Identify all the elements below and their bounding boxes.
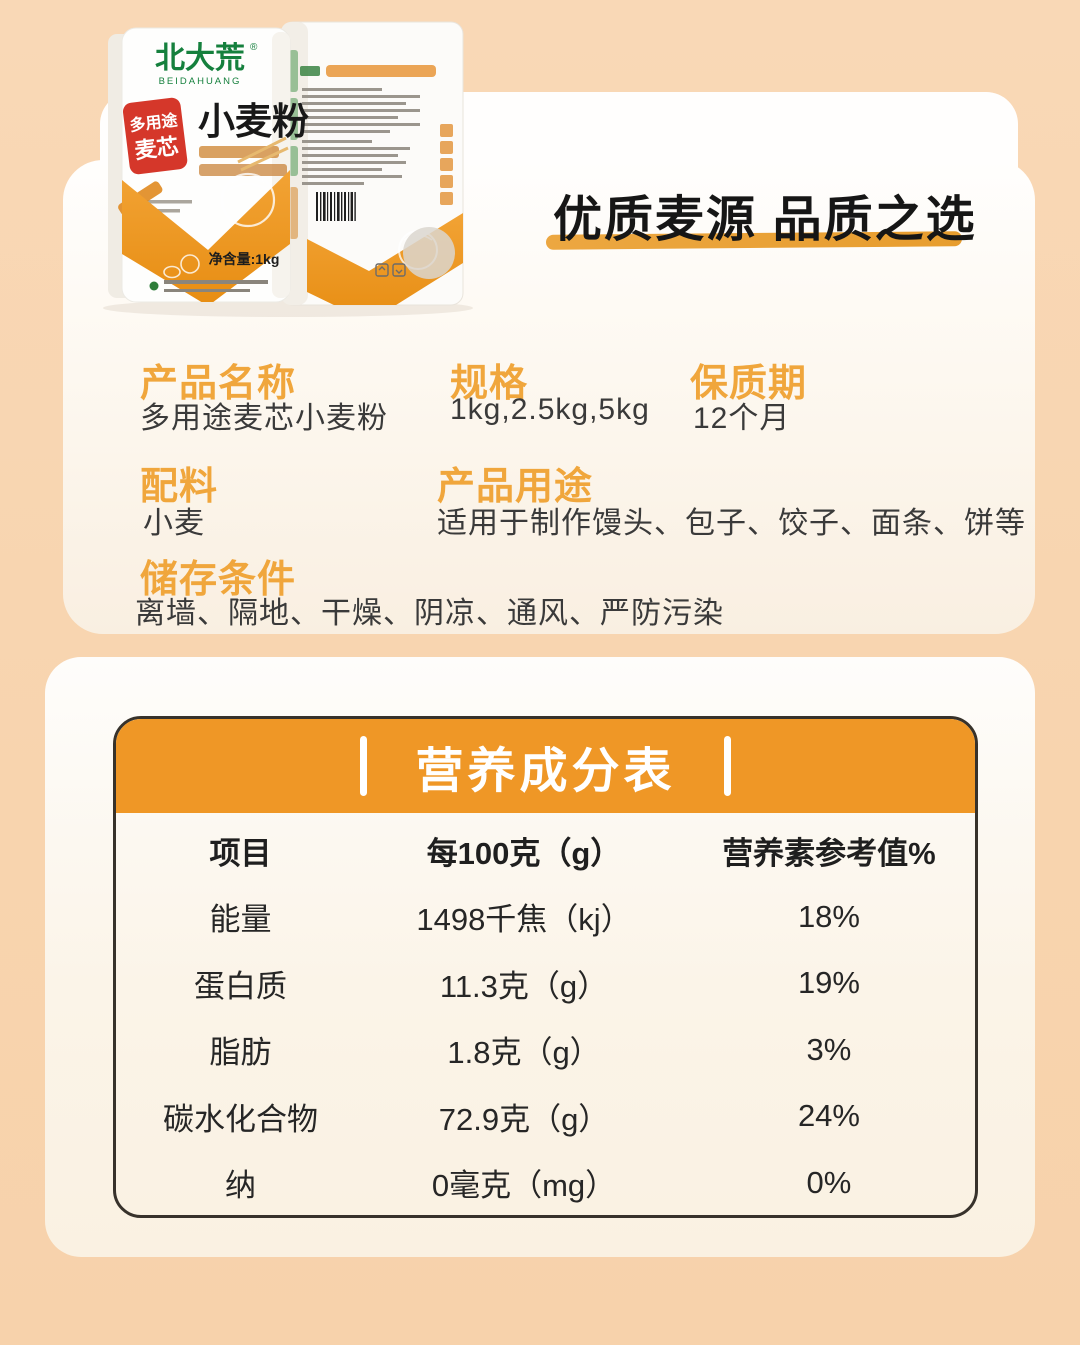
pack-product-title: 小麦粉 [198, 101, 309, 142]
badge-line2: 麦芯 [133, 133, 180, 163]
nutrition-table-body: 项目 每100克（g） 营养素参考值% 能量 1498千焦（kj） 18% 蛋白… [116, 813, 975, 1215]
cell-amount: 72.9克（g） [438, 1101, 610, 1137]
recycling-icon [375, 263, 406, 277]
flour-bag-front: 北大荒 ® BEIDAHUANG 多用途 麦芯 小麦粉 [108, 27, 309, 303]
deco-brand-mini [300, 66, 320, 76]
deco-back-title [326, 65, 436, 77]
cell-nrv: 0% [806, 1164, 852, 1200]
cell-amount: 1.8克（g） [447, 1035, 601, 1071]
cell-label: 脂肪 [209, 1035, 272, 1071]
deco-vertical-text-orange [289, 187, 298, 239]
table-row-carbohydrate: 碳水化合物 72.9克（g） 24% [116, 1094, 975, 1139]
chopsticks-icon [237, 136, 289, 172]
barcode [316, 192, 356, 221]
noodle-bowl-art [163, 172, 276, 279]
deco-company-logo [149, 281, 159, 291]
field-label-spec: 规格 [450, 363, 529, 405]
header-bar-left [360, 736, 368, 796]
cell-amount: 0毫克（mg） [431, 1168, 617, 1204]
field-label-product-name: 产品名称 [140, 363, 297, 405]
cell-amount: 1498千焦（kj） [416, 902, 632, 938]
nutrition-table-header: 营养成分表 [116, 719, 975, 813]
field-value-shelf-life: 12个月 [693, 402, 791, 435]
cell-label: 能量 [209, 902, 272, 938]
page-title: 优质麦源 品质之选 [553, 193, 977, 247]
field-label-usage: 产品用途 [437, 466, 594, 508]
deco-company-text [164, 280, 268, 292]
table-row-protein: 蛋白质 11.3克（g） 19% [116, 961, 975, 1006]
cell-nrv: 24% [797, 1098, 860, 1134]
cell-amount: 11.3克（g） [439, 968, 609, 1004]
col-header-nrv: 营养素参考值% [722, 835, 936, 871]
cell-nrv: 19% [797, 965, 860, 1001]
registered-mark-icon: ® [250, 42, 258, 53]
field-value-ingredients: 小麦 [143, 507, 205, 540]
bag-bottom-fold [403, 227, 455, 279]
col-header-per100g: 每100克（g） [426, 835, 622, 871]
field-label-shelf-life: 保质期 [690, 363, 808, 405]
cell-label: 纳 [225, 1168, 257, 1204]
table-row-sodium: 纳 0毫克（mg） 0% [116, 1160, 975, 1205]
badge-multi-purpose: 多用途 麦芯 [122, 97, 188, 175]
cell-label: 碳水化合物 [163, 1101, 319, 1137]
deco-fineprint [302, 88, 420, 185]
table-row-fat: 脂肪 1.8克（g） 3% [116, 1027, 975, 1072]
cell-label: 蛋白质 [194, 968, 288, 1004]
deco-vertical-text-right [440, 124, 453, 205]
field-value-spec: 1kg,2.5kg,5kg [450, 393, 650, 426]
brand-latin: BEIDAHUANG [159, 76, 242, 87]
field-value-product-name: 多用途麦芯小麦粉 [140, 402, 388, 435]
brand-logo: 北大荒 [155, 42, 245, 75]
header-bar-right [723, 736, 731, 796]
cell-nrv: 3% [806, 1031, 852, 1067]
field-label-ingredients: 配料 [140, 466, 219, 508]
field-label-storage: 储存条件 [140, 559, 297, 601]
deco-vertical-text-green [289, 50, 298, 176]
table-row-header: 项目 每100克（g） 营养素参考值% [116, 828, 975, 873]
col-header-item: 项目 [209, 835, 272, 871]
nutrition-title: 营养成分表 [415, 745, 676, 798]
net-weight: 净含量:1kg [209, 251, 280, 267]
deco-text-line [199, 146, 279, 158]
table-row-energy: 能量 1498千焦（kj） 18% [116, 894, 975, 939]
product-packshot: 北大荒 ® BEIDAHUANG 多用途 麦芯 小麦粉 [103, 21, 473, 317]
cell-nrv: 18% [797, 898, 860, 934]
nutrition-table: 营养成分表 项目 每100克（g） 营养素参考值% 能量 1498千焦（kj） … [113, 716, 978, 1218]
flour-bag-back [280, 21, 464, 306]
field-value-usage: 适用于制作馒头、包子、饺子、面条、饼等 [437, 507, 1026, 540]
field-value-storage: 离墙、隔地、干燥、阴凉、通风、严防污染 [135, 597, 724, 630]
